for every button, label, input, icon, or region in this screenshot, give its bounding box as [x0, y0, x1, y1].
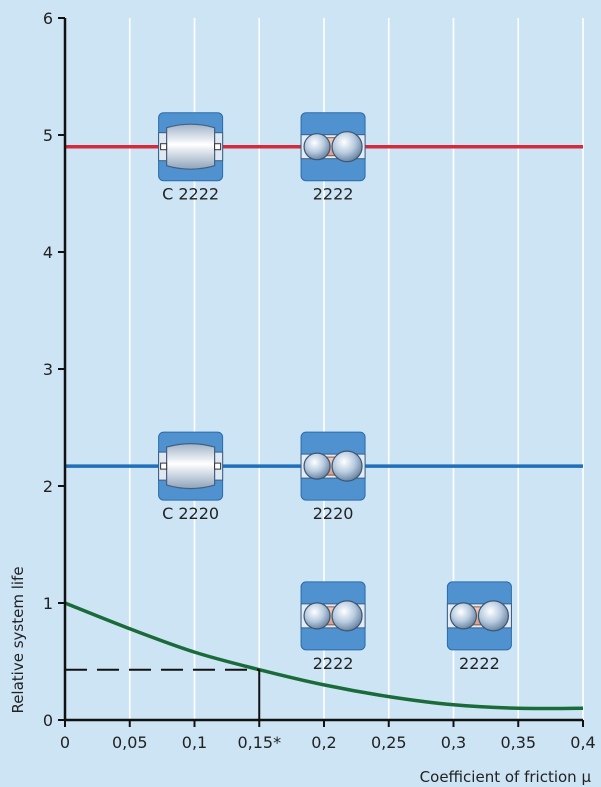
y-tick-label: 3 — [43, 360, 53, 379]
seal-left — [160, 143, 168, 151]
bearing-label: 2222 — [313, 654, 354, 673]
ball-left — [303, 133, 331, 161]
x-tick-label: 0,2 — [311, 733, 336, 752]
x-tick-label: 0,35 — [500, 733, 536, 752]
seal-right — [214, 462, 222, 470]
ball-bearing-icon — [446, 581, 512, 651]
ball-bearing-icon — [300, 431, 366, 501]
axes — [58, 17, 584, 727]
bearing-label: 2222 — [313, 185, 354, 204]
ball-left — [303, 602, 331, 630]
bearing-label: C 2220 — [162, 504, 219, 523]
tick-labels: 0 1 2 3 4 5 6 0 0,05 0,1 0,15* 0,2 0,25 0,3 0,35 0,4 — [43, 9, 596, 752]
x-tick-label: 0,3 — [441, 733, 466, 752]
ball-right — [331, 600, 363, 632]
seal-right — [214, 143, 222, 151]
ball-right — [331, 450, 363, 482]
x-tick-label: 0,15* — [237, 733, 281, 752]
x-tick-label: 0,1 — [182, 733, 207, 752]
ball-left — [449, 602, 477, 630]
seal-left — [160, 462, 168, 470]
toroidal-bearing-icon — [158, 112, 224, 182]
y-tick-label: 2 — [43, 477, 53, 496]
x-tick-label: 0,05 — [112, 733, 148, 752]
y-tick-label: 0 — [43, 711, 53, 730]
ball-left — [303, 452, 331, 480]
ball-bearing-icon — [300, 112, 366, 182]
bearing-label: C 2222 — [162, 185, 219, 204]
ball-bearing-icon — [300, 581, 366, 651]
reference-lines — [65, 668, 261, 720]
y-tick-label: 5 — [43, 126, 53, 145]
x-tick-label: 0,25 — [371, 733, 407, 752]
ball-right — [331, 131, 363, 163]
series-line-3 — [64, 601, 584, 711]
x-tick-label: 0 — [60, 733, 70, 752]
bearing-label: 2222 — [459, 654, 500, 673]
y-tick-label: 1 — [43, 594, 53, 613]
y-tick-label: 6 — [43, 9, 53, 28]
ball-right — [477, 600, 509, 632]
bearing-label: 2220 — [313, 504, 354, 523]
roller — [166, 123, 216, 170]
y-tick-label: 4 — [43, 243, 53, 262]
roller — [166, 443, 216, 490]
y-axis-title: Relative system life — [9, 566, 27, 713]
x-tick-label: 0,4 — [570, 733, 595, 752]
bearing-annotations: C 2222 2222 C 2220 2220 2222 2222 — [158, 112, 512, 673]
toroidal-bearing-icon — [158, 431, 224, 501]
x-axis-title: Coefficient of friction μ — [420, 768, 592, 786]
